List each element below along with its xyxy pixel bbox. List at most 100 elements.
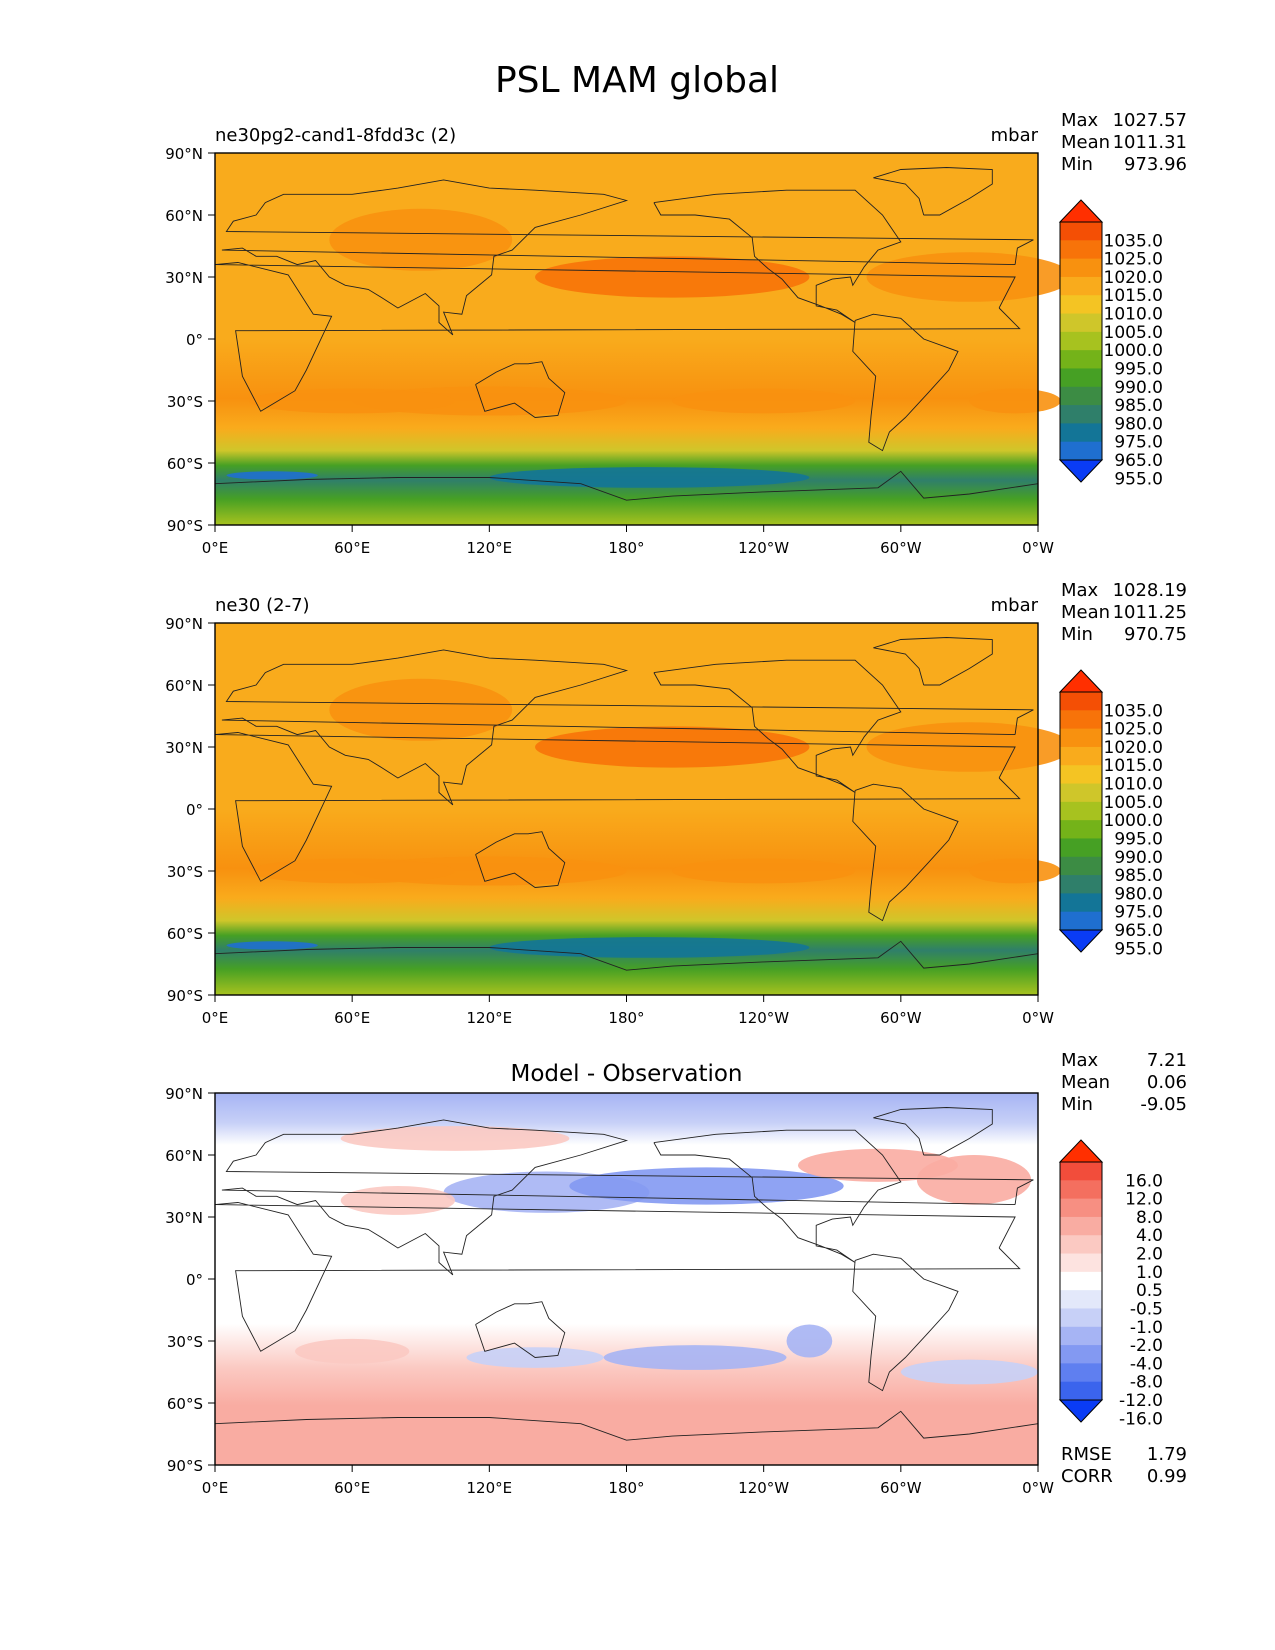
colorbar-label: 1005.0 [1104,323,1163,343]
colorbar-segment [1060,1162,1102,1181]
colorbar-label: 12.0 [1125,1190,1163,1210]
lat-tick-label: 60°N [165,677,203,695]
colorbar-segment [1060,441,1102,461]
field-feature [489,937,810,958]
field-feature [340,1186,456,1215]
lat-tick-label: 60°N [165,207,203,225]
map-panel-3: 90°N 60°N 30°N 0° 30°S 60°S 90°S 0°E 60°E 120°E 18… [165,1050,1187,1497]
field-feature [786,1324,833,1358]
lon-tick-label: 60°E [334,1009,370,1027]
coastline [653,659,902,793]
coastline [873,167,993,216]
coastline [221,1119,1034,1276]
colorbar-label: 1010.0 [1104,775,1163,795]
colorbar-label: -0.5 [1130,1299,1163,1319]
map-field [215,153,1038,525]
field-feature [226,941,318,950]
colorbar-segment [1060,1308,1102,1328]
colorbar-label: 2.0 [1136,1245,1163,1265]
lon-tick-label: 0°E [202,539,229,557]
colorbar-label: 1025.0 [1104,250,1163,270]
lat-tick-label: 30°N [165,739,203,757]
lon-tick-label: 60°E [334,539,370,557]
coastline [475,361,566,418]
field-feature [866,722,1073,772]
field-feature [340,1126,570,1151]
figure-title: PSL MAM global [495,60,779,101]
colorbar-extend-min [1058,1399,1104,1423]
colorbar-segment [1060,1363,1102,1383]
stat-value: 0.06 [1147,1072,1187,1093]
stat-value: 1028.19 [1113,580,1187,601]
coastline [873,1107,993,1156]
colorbar-label: -12.0 [1119,1391,1163,1411]
lat-tick-label: 60°S [167,1395,203,1413]
colorbar-label: -2.0 [1130,1336,1163,1356]
field-feature [489,467,810,488]
colorbar-label: 1025.0 [1104,720,1163,740]
lat-tick-label: 30°S [167,393,203,411]
colorbar-label: 995.0 [1114,359,1163,379]
colorbar-segment [1060,423,1102,443]
colorbar-frame [1059,221,1103,461]
lat-tick-label: 90°S [167,517,203,535]
colorbar-label: -16.0 [1119,1409,1163,1429]
colorbar-frame [1059,691,1103,931]
map-field [215,623,1038,995]
lat-tick-label: 90°N [165,615,203,633]
stat-value: 1011.31 [1113,132,1187,153]
coastline [215,470,1038,501]
colorbar-label: 985.0 [1114,396,1163,416]
field-feature [603,1345,787,1370]
colorbar-segment [1060,746,1102,766]
colorbar-label: 965.0 [1114,921,1163,941]
colorbar-segment [1060,1180,1102,1200]
colorbar-extend-max [1058,199,1104,223]
extra-stat-label: RMSE [1061,1444,1112,1465]
colorbar-segment [1060,222,1102,241]
colorbar-segment [1060,295,1102,315]
stat-label: Max [1061,1050,1099,1071]
coastline [852,783,959,922]
colorbar-segment [1060,1253,1102,1273]
stat-value: 973.96 [1124,154,1187,175]
colorbar-label: 1020.0 [1104,738,1163,758]
panel-title-left: ne30 (2-7) [215,595,310,616]
colorbar-segment [1060,692,1102,711]
field-feature [226,471,318,480]
panel-units: mbar [991,595,1039,616]
lon-tick-label: 180° [608,539,644,557]
colorbar-label: 1015.0 [1104,286,1163,306]
colorbar-label: 955.0 [1114,469,1163,489]
colorbar-segment [1060,1345,1102,1364]
coastline [475,1301,566,1358]
coastline [215,1410,1038,1441]
colorbar-segment [1060,838,1102,858]
field-feature [535,726,810,768]
lon-tick-label: 0°W [1022,1009,1054,1027]
colorbar-label: 1035.0 [1104,701,1163,721]
lat-tick-label: 90°N [165,1085,203,1103]
lon-tick-label: 120°E [467,539,513,557]
lat-tick-label: 30°N [165,269,203,287]
lat-tick-label: 0° [186,801,203,819]
colorbar-label: -8.0 [1130,1373,1163,1393]
colorbar-segment [1060,386,1102,406]
colorbar-segment [1060,313,1102,333]
lat-tick-label: 90°N [165,145,203,163]
colorbar-segment [1060,783,1102,803]
field-feature [916,1155,1032,1205]
colorbar-label: 1005.0 [1104,793,1163,813]
colorbar-label: 1.0 [1136,1263,1163,1283]
colorbar-extend-min [1058,929,1104,953]
colorbar-segment [1060,1290,1102,1309]
colorbar-label: 8.0 [1136,1208,1163,1228]
colorbar-label: 1020.0 [1104,268,1163,288]
lat-tick-label: 90°S [167,987,203,1005]
coastline [215,262,1021,412]
stat-value: 970.75 [1124,624,1187,645]
colorbar-segment [1060,875,1102,894]
lon-tick-label: 60°W [880,1009,922,1027]
field-feature [295,1338,410,1364]
colorbar-extend-max [1058,669,1104,693]
